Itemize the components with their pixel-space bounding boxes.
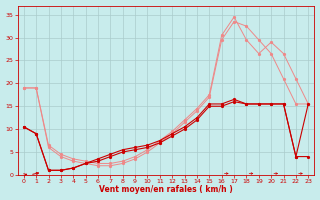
X-axis label: Vent moyen/en rafales ( km/h ): Vent moyen/en rafales ( km/h ) xyxy=(99,185,233,194)
